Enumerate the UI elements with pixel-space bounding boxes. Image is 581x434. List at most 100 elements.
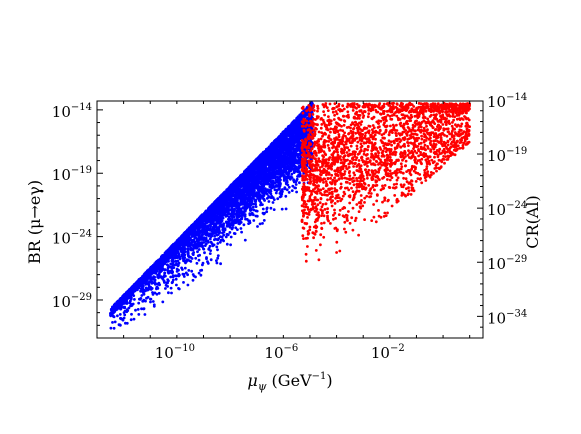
data-point-blue [134, 308, 137, 312]
data-point-blue [109, 326, 113, 330]
data-point-blue [209, 235, 213, 239]
scatter-points [109, 101, 471, 330]
data-point-blue [252, 208, 256, 212]
data-point-blue [258, 222, 262, 226]
data-point-blue [209, 225, 213, 228]
data-point-blue [177, 268, 180, 272]
data-point-blue [129, 318, 133, 322]
data-point-blue [144, 299, 147, 303]
data-point-blue [189, 260, 193, 263]
data-point-blue [153, 291, 157, 295]
data-point-blue [143, 313, 147, 316]
data-point-blue [203, 251, 206, 255]
data-point-blue [190, 269, 194, 273]
data-point-blue [215, 259, 218, 262]
data-point-blue [227, 219, 231, 223]
data-point-blue [255, 209, 259, 213]
data-point-blue [243, 238, 247, 242]
data-point-blue [202, 247, 205, 251]
data-point-blue [197, 258, 201, 262]
data-point-blue [276, 197, 280, 201]
data-point-blue [137, 301, 141, 305]
data-point-blue [222, 233, 226, 237]
data-point-blue [291, 184, 295, 188]
data-point-blue [183, 266, 187, 270]
data-point-blue [118, 313, 122, 316]
data-point-blue [155, 287, 158, 291]
data-point-blue [171, 275, 175, 279]
data-point-blue [250, 194, 254, 197]
data-point-blue [195, 261, 199, 265]
data-point-blue [252, 219, 256, 222]
data-point-blue [170, 291, 173, 295]
data-point-blue [186, 273, 190, 277]
data-point-blue [162, 279, 166, 283]
data-point-blue [241, 210, 245, 214]
data-point-blue [152, 303, 156, 307]
data-point-blue [256, 225, 259, 228]
data-point-blue [214, 237, 218, 241]
data-point-blue [262, 219, 266, 222]
data-point-blue [213, 234, 217, 238]
data-point-blue [224, 214, 228, 218]
data-point-blue [216, 248, 219, 252]
data-point-blue [166, 285, 170, 288]
data-point-blue [284, 207, 288, 211]
data-point-blue [240, 230, 244, 234]
data-point-blue [289, 177, 292, 181]
data-point-blue [208, 252, 212, 256]
data-point-blue [298, 181, 301, 185]
data-point-blue [216, 256, 220, 260]
data-point-blue [239, 227, 243, 230]
data-point-blue [116, 314, 119, 318]
data-point-blue [283, 187, 287, 191]
data-point-blue [166, 269, 170, 272]
data-point-blue [215, 261, 219, 265]
data-point-blue [151, 300, 155, 303]
data-point-blue [199, 226, 202, 229]
data-point-blue [295, 190, 298, 194]
data-point-blue [210, 229, 214, 232]
data-point-blue [208, 244, 212, 248]
data-point-blue [149, 297, 153, 301]
data-point-blue [149, 300, 152, 304]
data-point-blue [197, 248, 201, 251]
data-point-blue [164, 287, 167, 290]
data-point-blue [194, 256, 198, 260]
data-point-blue [204, 242, 208, 246]
data-point-blue [267, 200, 271, 203]
data-point-blue [212, 243, 216, 247]
data-point-blue [133, 298, 136, 301]
data-point-blue [236, 228, 239, 232]
data-point-blue [175, 283, 178, 287]
data-point-blue [294, 183, 298, 186]
data-point-blue [180, 266, 184, 270]
data-point-blue [149, 285, 153, 289]
data-point-blue [136, 308, 140, 311]
data-point-blue [111, 321, 114, 324]
data-point-blue [289, 175, 292, 179]
data-point-blue [272, 208, 276, 212]
data-point-blue [132, 317, 136, 321]
data-point-blue [167, 291, 170, 295]
data-point-blue [201, 261, 205, 265]
data-point-blue [254, 205, 258, 209]
data-point-blue [251, 213, 255, 217]
data-point-blue [219, 262, 223, 266]
data-point-blue [205, 256, 208, 259]
data-point-blue [174, 277, 178, 281]
data-point-blue [234, 221, 238, 225]
data-point-blue [229, 243, 233, 247]
data-point-blue [206, 260, 209, 264]
data-point-blue [264, 187, 267, 191]
data-point-blue [182, 281, 185, 284]
data-point-blue [277, 187, 281, 191]
data-point-blue [112, 326, 116, 330]
data-point-blue [280, 207, 284, 211]
data-point-blue [295, 177, 299, 181]
data-point-blue [274, 191, 278, 195]
data-point-blue [186, 283, 190, 287]
data-point-blue [234, 226, 238, 230]
data-point-blue [190, 257, 194, 260]
